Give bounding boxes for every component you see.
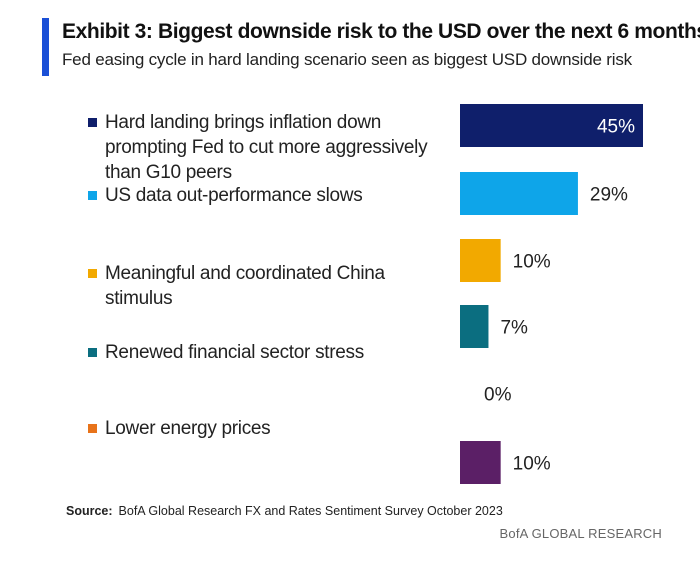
source-text: BofA Global Research FX and Rates Sentim… (118, 504, 503, 518)
chart-title: Exhibit 3: Biggest downside risk to the … (62, 20, 700, 43)
legend-swatch-hard-landing (88, 118, 97, 127)
bar-financial-stress (460, 305, 489, 348)
legend-label-financial-stress: Renewed financial sector stress (105, 342, 364, 363)
source-note: Source: BofA Global Research FX and Rates… (66, 504, 503, 518)
bar-china-stimulus (460, 239, 501, 282)
bar-hard-landing (460, 104, 643, 147)
chart-subtitle: Fed easing cycle in hard landing scenari… (62, 50, 632, 69)
title-accent-bar (42, 18, 49, 76)
legend-label-china-stimulus: Meaningful and coordinated China stimulu… (105, 263, 385, 309)
data-label-financial-stress: 7% (500, 318, 528, 339)
data-label-hard-landing: 45% (597, 117, 635, 138)
data-label-us-data: 29% (590, 185, 628, 206)
legend-item-china-stimulus: Meaningful and coordinated China stimulu… (88, 261, 448, 311)
legend-label-energy-prices: Lower energy prices (105, 418, 271, 439)
legend-swatch-us-data (88, 191, 97, 200)
bar-sixth (460, 441, 501, 484)
brand-footer: BofA GLOBAL RESEARCH (499, 526, 662, 541)
legend-label-us-data: US data out-performance slows (105, 185, 363, 206)
data-label-energy-prices: 0% (484, 385, 512, 406)
bar-us-data (460, 172, 578, 215)
legend-item-energy-prices: Lower energy prices (88, 416, 448, 441)
legend-swatch-china-stimulus (88, 269, 97, 278)
data-label-sixth: 10% (513, 454, 551, 475)
legend-item-financial-stress: Renewed financial sector stress (88, 340, 448, 365)
legend: Hard landing brings inflation down promp… (88, 0, 448, 460)
data-label-china-stimulus: 10% (513, 252, 551, 273)
legend-item-us-data: US data out-performance slows (88, 183, 448, 208)
legend-swatch-energy-prices (88, 424, 97, 433)
source-label: Source: (66, 504, 113, 518)
legend-swatch-financial-stress (88, 348, 97, 357)
legend-label-hard-landing: Hard landing brings inflation down promp… (105, 112, 428, 183)
legend-item-hard-landing: Hard landing brings inflation down promp… (88, 110, 448, 185)
